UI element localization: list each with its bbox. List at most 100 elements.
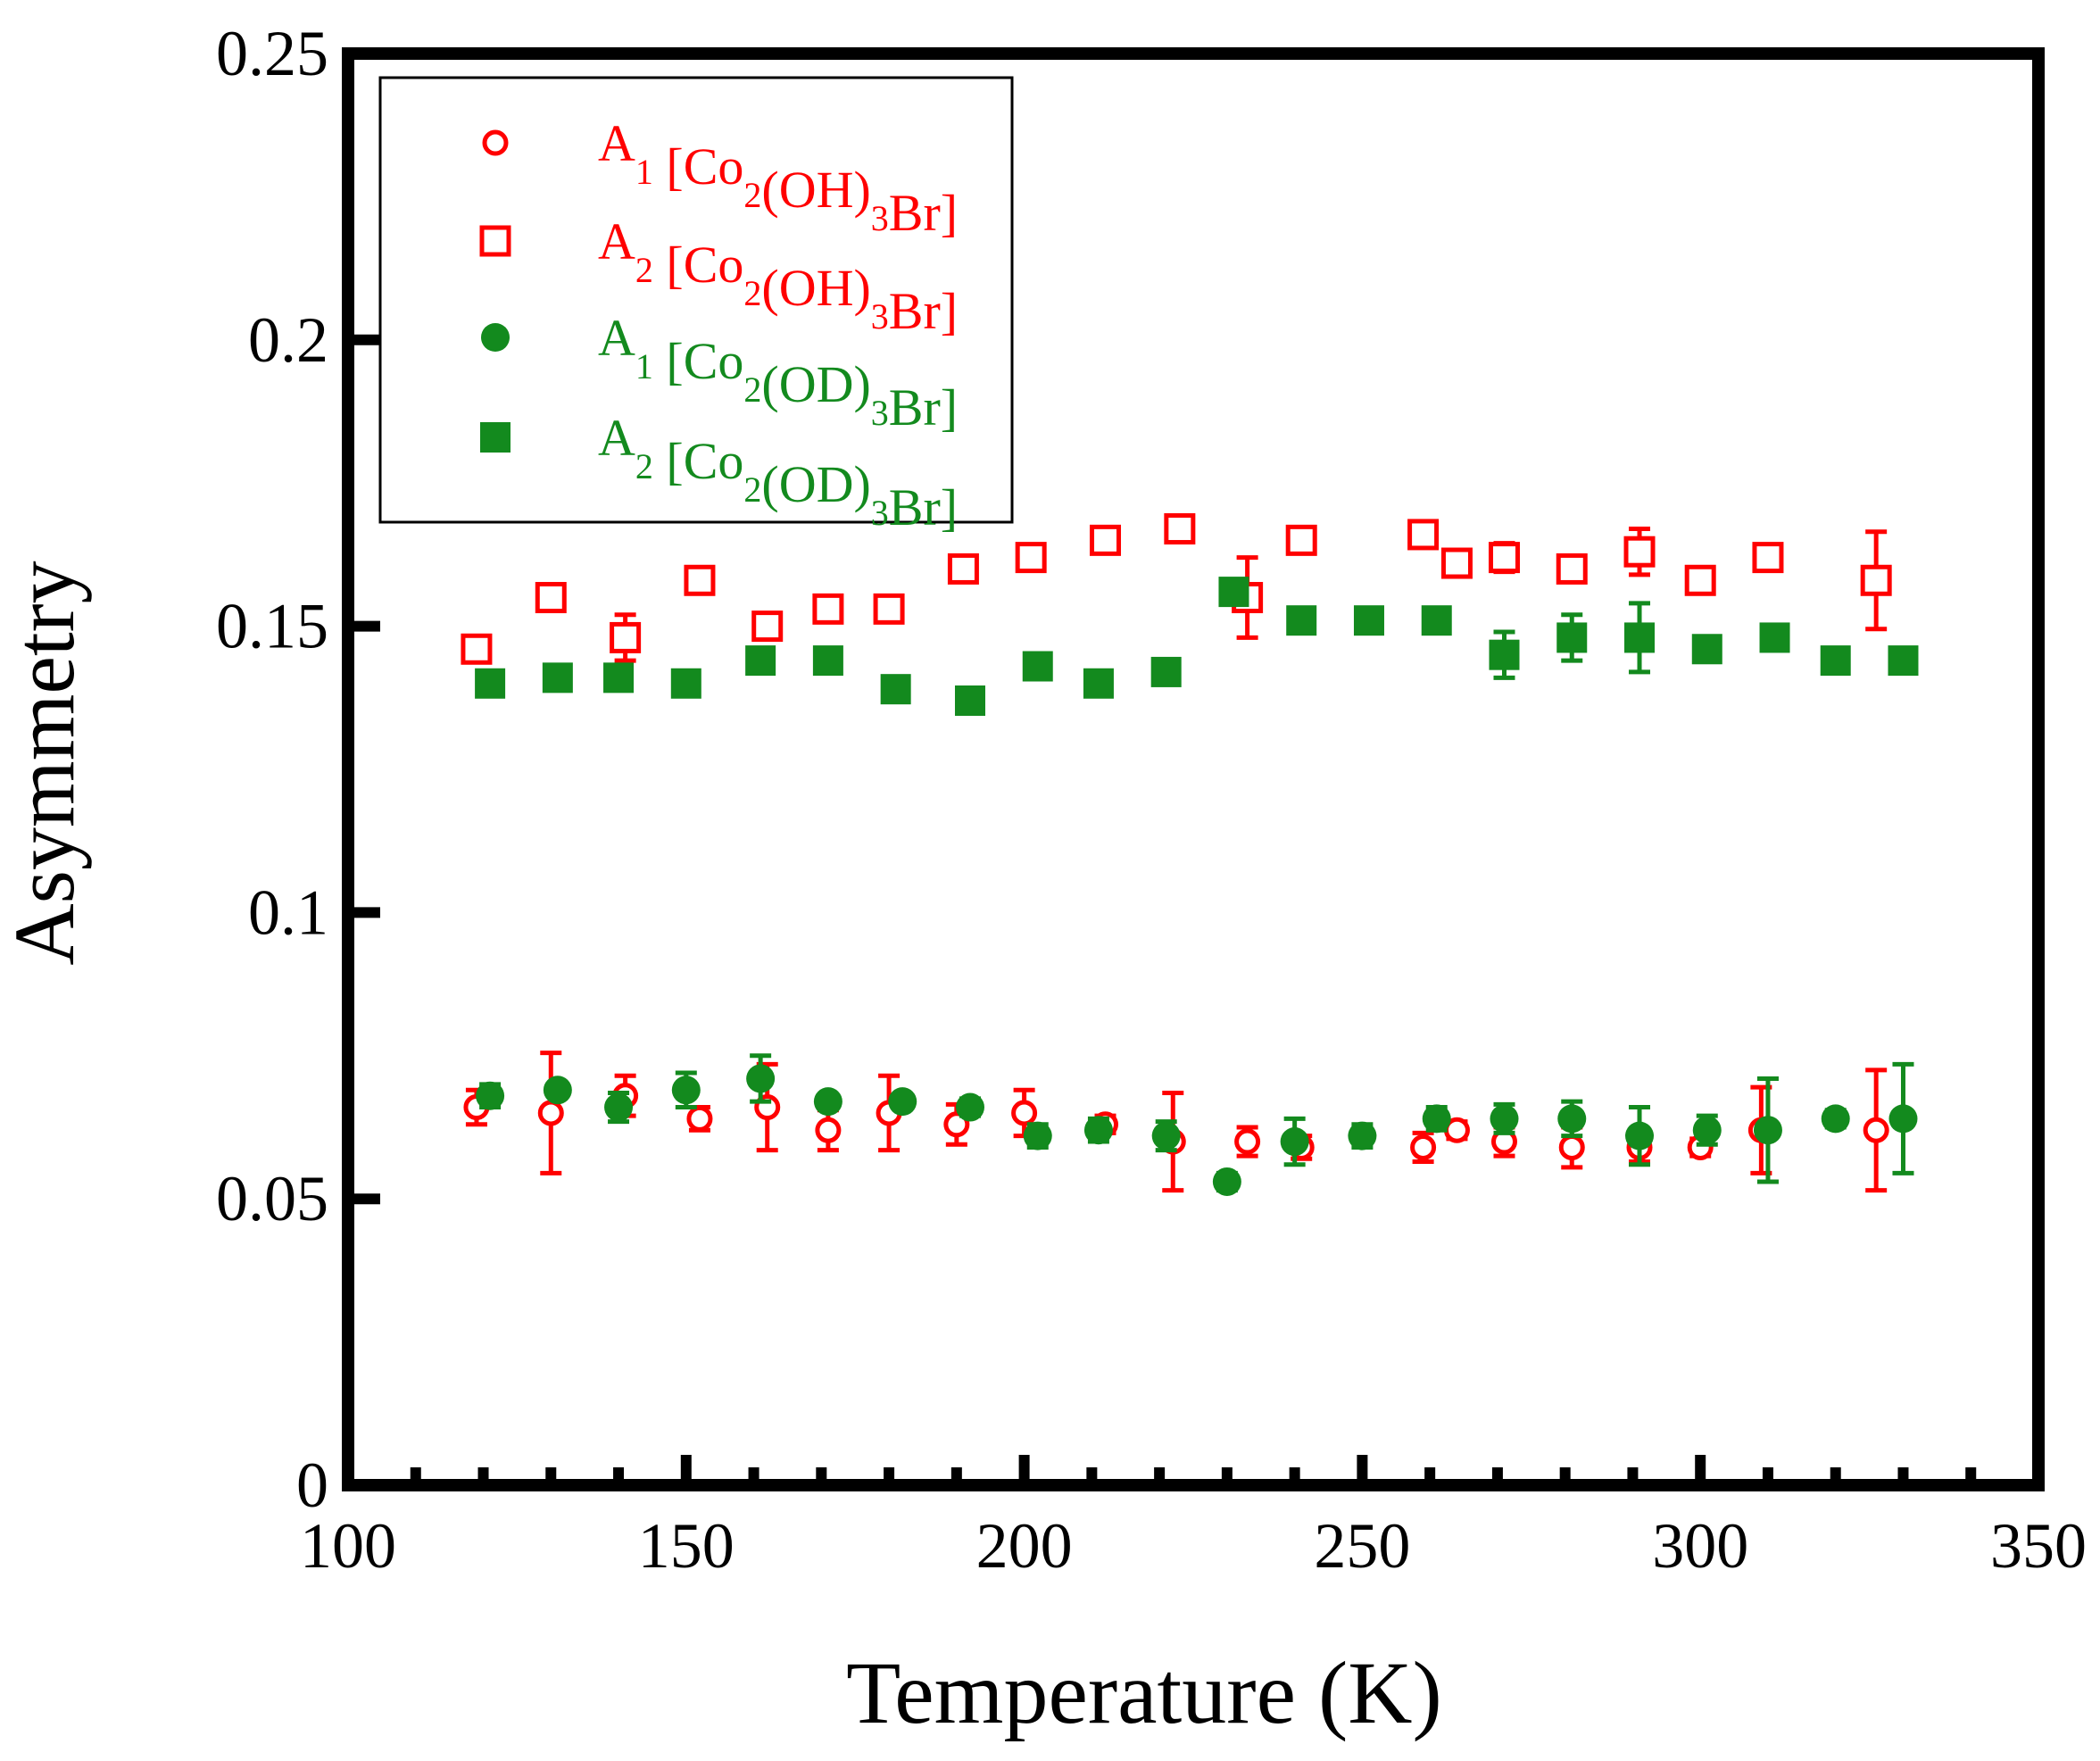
legend-marker (479, 225, 511, 257)
data-point (1015, 542, 1047, 574)
data-point (947, 552, 979, 585)
data-point (1759, 622, 1790, 653)
legend-subscript: 2 (743, 175, 761, 215)
data-point (610, 621, 642, 653)
legend-text-part: (OD) (761, 355, 870, 413)
data-point (812, 645, 843, 677)
data-point (1863, 1117, 1889, 1143)
x-axis-label: Temperature (K) (846, 1643, 1442, 1742)
data-point (1623, 536, 1656, 568)
data-point (1212, 1167, 1241, 1196)
data-point (686, 1105, 713, 1132)
data-point (1490, 1104, 1519, 1134)
x-tick-label: 250 (1314, 1510, 1410, 1582)
data-point (1684, 564, 1716, 596)
legend-subscript: 3 (871, 493, 889, 533)
legend-subscript: 2 (635, 250, 653, 290)
legend-item: A1 [Co2(OD)3Br] (481, 309, 958, 436)
legend-marker (481, 323, 510, 352)
data-point (1860, 564, 1892, 596)
data-point (1348, 1121, 1377, 1150)
data-point (1280, 1127, 1309, 1157)
data-point (684, 564, 716, 596)
data-point (1164, 513, 1196, 545)
y-tick-label: 0.1 (248, 876, 328, 948)
data-point (671, 1076, 701, 1105)
data-point (1691, 634, 1722, 665)
data-point (475, 668, 506, 699)
legend-label: A1 [Co2(OH)3Br] (598, 114, 958, 242)
x-axis-ticks: 100 150 200 250 300 350 (300, 1455, 2087, 1582)
data-point (1285, 524, 1317, 556)
data-point (751, 611, 784, 643)
legend-subscript: 2 (635, 446, 653, 486)
legend-subscript: 2 (743, 370, 761, 410)
legend-item: A2 [Co2(OH)3Br] (479, 212, 958, 340)
data-point (1422, 1104, 1451, 1134)
data-point (1090, 524, 1122, 556)
data-point (543, 1076, 572, 1105)
legend-subscript: 1 (635, 152, 653, 192)
data-point (1488, 542, 1520, 574)
data-point (1558, 1134, 1585, 1160)
data-point (542, 662, 573, 694)
data-point (1022, 651, 1053, 682)
data-point (955, 1092, 984, 1122)
y-tick-label: 0.15 (216, 591, 328, 662)
legend-label: A2 [Co2(OD)3Br] (598, 409, 958, 536)
data-point (476, 1081, 505, 1110)
data-point (745, 645, 776, 677)
data-point (1556, 622, 1588, 653)
data-point (1888, 645, 1919, 677)
data-point (813, 1087, 842, 1117)
plot-area (461, 513, 1919, 1196)
y-tick-label: 0.05 (216, 1163, 328, 1234)
legend-text-part: Br] (889, 282, 958, 340)
data-point (873, 593, 905, 625)
data-point (1624, 622, 1656, 653)
data-point (1083, 668, 1114, 699)
data-point (812, 593, 844, 625)
data-point (1692, 1116, 1722, 1145)
legend-label: A2 [Co2(OH)3Br] (598, 212, 958, 340)
data-point (1083, 1116, 1113, 1145)
data-point (1011, 1100, 1038, 1126)
y-tick-label: 0 (296, 1450, 328, 1521)
x-tick-label: 150 (638, 1510, 735, 1582)
y-tick-label: 0.25 (216, 18, 328, 89)
legend-text-part: [Co (653, 432, 744, 490)
y-tick-label: 0.2 (248, 304, 328, 376)
data-point (880, 674, 911, 705)
data-point (1218, 577, 1249, 608)
legend: A1 [Co2(OH)3Br]A2 [Co2(OH)3Br]A1 [Co2(OD… (378, 76, 1014, 536)
data-point (670, 668, 701, 699)
legend-subscript: 2 (743, 273, 761, 313)
series-2 (476, 1053, 1918, 1196)
data-point (954, 685, 985, 717)
data-point (1410, 1134, 1437, 1160)
legend-text-part: A (598, 212, 635, 270)
data-point (1234, 1128, 1261, 1155)
legend-text-part: A (598, 309, 635, 367)
data-point (537, 1100, 564, 1126)
data-point (535, 582, 567, 614)
legend-text-part: (OD) (761, 455, 870, 513)
data-point (603, 662, 635, 694)
data-point (1489, 639, 1520, 670)
data-point (1407, 519, 1440, 551)
data-point (1353, 605, 1384, 636)
x-tick-label: 350 (1990, 1510, 2087, 1582)
legend-text-part: (OH) (761, 161, 870, 219)
legend-text-part: Br] (889, 478, 958, 536)
legend-text-part: Br] (889, 184, 958, 242)
data-point (461, 633, 493, 665)
x-tick-label: 200 (976, 1510, 1073, 1582)
data-point (1752, 542, 1784, 574)
data-point (943, 1111, 970, 1138)
legend-subscript: 2 (743, 469, 761, 510)
legend-subscript: 3 (871, 296, 889, 336)
data-point (1888, 1104, 1918, 1134)
legend-label: A1 [Co2(OD)3Br] (598, 309, 958, 436)
legend-marker (480, 422, 510, 453)
